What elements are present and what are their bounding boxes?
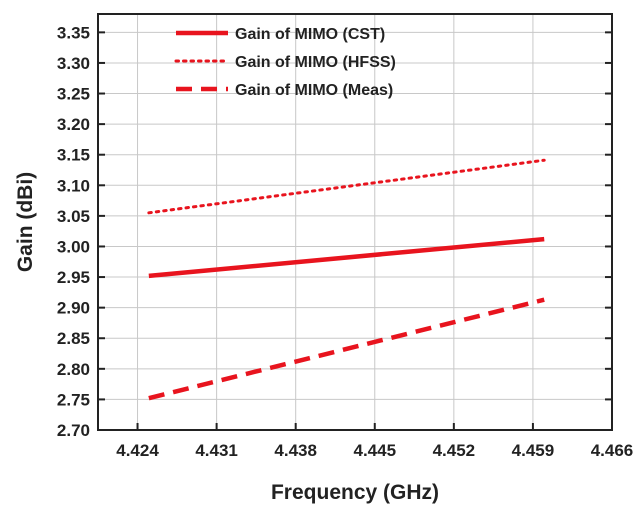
x-tick-label: 4.438 [274,441,317,460]
axis-ticks [98,31,613,431]
y-tick-label: 3.35 [57,23,90,42]
y-tick-label: 2.85 [57,329,90,348]
legend: Gain of MIMO (CST) Gain of MIMO (HFSS) Gai… [174,26,396,99]
y-tick-label: 2.80 [57,360,90,379]
y-tick-label: 3.30 [57,54,90,73]
y-tick-label: 2.95 [57,268,90,287]
plot-frame [97,13,613,431]
legend-label: Gain of MIMO (CST) [235,26,385,43]
x-tick-label: 4.424 [116,441,159,460]
series-line-dotted [147,158,546,215]
x-tick-labels: 4.424 4.431 4.438 4.445 4.452 4.459 4.466 [116,441,633,460]
x-tick-label: 4.459 [512,441,555,460]
x-tick-label: 4.466 [591,441,634,460]
y-tick-label: 2.90 [57,299,90,318]
x-tick-label: 4.445 [353,441,396,460]
y-tick-labels: 2.70 2.75 2.80 2.85 2.90 2.95 3.00 3.05 3.10 3.15… [57,23,90,440]
y-tick-label: 3.25 [57,85,90,104]
x-tick-label: 4.452 [433,441,476,460]
series-line-solid [148,236,545,279]
series-line-dashed [148,297,545,401]
series-lines [147,158,546,401]
y-tick-label: 3.15 [57,146,90,165]
y-tick-label: 3.10 [57,176,90,195]
y-axis-title: Gain (dBi) [14,172,37,272]
grid-lines [98,14,613,431]
x-axis-title: Frequency (GHz) [271,481,439,504]
y-tick-label: 3.20 [57,115,90,134]
y-tick-label: 2.70 [57,421,90,440]
legend-label: Gain of MIMO (HFSS) [235,54,396,71]
x-tick-label: 4.431 [195,441,238,460]
y-tick-label: 2.75 [57,390,90,409]
legend-label: Gain of MIMO (Meas) [235,82,393,99]
y-tick-label: 3.05 [57,207,90,226]
y-tick-label: 3.00 [57,237,90,256]
